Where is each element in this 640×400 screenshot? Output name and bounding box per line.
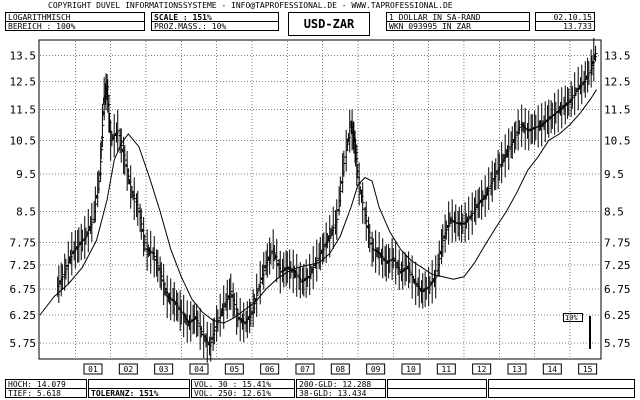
plot-frame bbox=[38, 39, 602, 360]
x-tick-label: 02 bbox=[124, 365, 134, 374]
y-tick-left: 10.5 bbox=[10, 134, 37, 147]
x-axis-ticks: 01 02 03 04 05 06 07 08 09 10 11 12 13 14 15 bbox=[83, 363, 598, 375]
x-tick-box bbox=[330, 363, 350, 375]
x-tick-label: 06 bbox=[265, 365, 275, 374]
proz-label: PROZ.MASS.: 10% bbox=[151, 21, 279, 31]
x-tick-box bbox=[189, 363, 209, 375]
x-tick-label: 08 bbox=[335, 365, 345, 374]
y-tick-right: 8.5 bbox=[604, 205, 624, 218]
x-tick-box bbox=[224, 363, 244, 375]
y-tick-left: 9.5 bbox=[16, 168, 36, 181]
price-bars bbox=[57, 38, 598, 363]
grid-lines bbox=[40, 41, 600, 358]
range-label: BEREICH : 100% bbox=[5, 21, 145, 31]
x-tick-label: 11 bbox=[441, 365, 451, 374]
footer-empty-3 bbox=[387, 388, 487, 398]
x-tick-box bbox=[542, 363, 562, 375]
x-tick-label: 04 bbox=[194, 365, 204, 374]
x-tick-label: 15 bbox=[583, 365, 593, 374]
price-chart: 13.5 13.5 12.5 12.5 11.5 11.5 10.5 10.5 9.5 9.5 8.… bbox=[10, 38, 631, 375]
x-tick-label: 14 bbox=[547, 365, 557, 374]
footer-vol250: VOL. 250: 12.61% bbox=[191, 388, 295, 398]
y-tick-left: 5.75 bbox=[10, 337, 37, 350]
copyright-text: COPYRIGHT DUVEL INFORMATIONSSYSTEME - IN… bbox=[48, 1, 453, 10]
y-tick-left: 11.5 bbox=[10, 104, 37, 117]
x-tick-label: 10 bbox=[406, 365, 416, 374]
y-tick-right: 6.75 bbox=[604, 283, 631, 296]
scale-bar bbox=[589, 316, 591, 349]
x-tick-box bbox=[578, 363, 598, 375]
y-tick-left: 7.25 bbox=[10, 259, 37, 272]
moving-average-line bbox=[39, 89, 597, 324]
y-tick-left: 6.75 bbox=[10, 283, 37, 296]
x-tick-label: 07 bbox=[300, 365, 310, 374]
y-tick-left: 12.5 bbox=[10, 76, 37, 89]
x-tick-box bbox=[295, 363, 315, 375]
x-tick-box bbox=[507, 363, 527, 375]
x-tick-box bbox=[366, 363, 386, 375]
footer-gld38: 38-GLD: 13.434 bbox=[296, 388, 386, 398]
x-tick-label: 03 bbox=[159, 365, 169, 374]
y-tick-left: 7.75 bbox=[10, 237, 37, 250]
x-tick-box bbox=[436, 363, 456, 375]
x-tick-box bbox=[260, 363, 280, 375]
y-tick-right: 10.5 bbox=[604, 134, 631, 147]
y-tick-right: 11.5 bbox=[604, 104, 631, 117]
y-tick-right: 13.5 bbox=[604, 50, 631, 63]
symbol-title: USD-ZAR bbox=[288, 12, 370, 36]
x-tick-label: 01 bbox=[88, 365, 98, 374]
y-tick-left: 6.25 bbox=[10, 309, 37, 322]
x-tick-label: 13 bbox=[512, 365, 522, 374]
y-tick-right: 7.25 bbox=[604, 259, 631, 272]
scale-box: 10% bbox=[563, 313, 583, 322]
footer-toleranz: TOLERANZ: 151% bbox=[88, 388, 190, 398]
x-tick-box bbox=[401, 363, 421, 375]
x-tick-label: 12 bbox=[477, 365, 487, 374]
y-tick-right: 6.25 bbox=[604, 309, 631, 322]
wkn-label: WKN 093995 IN ZAR bbox=[386, 21, 530, 31]
x-tick-box bbox=[472, 363, 492, 375]
y-tick-right: 12.5 bbox=[604, 76, 631, 89]
y-tick-right: 9.5 bbox=[604, 168, 624, 181]
x-tick-box bbox=[83, 363, 103, 375]
x-tick-box bbox=[118, 363, 138, 375]
x-tick-label: 05 bbox=[230, 365, 240, 374]
y-tick-right: 5.75 bbox=[604, 337, 631, 350]
x-tick-box bbox=[154, 363, 174, 375]
y-tick-left: 13.5 bbox=[10, 50, 37, 63]
footer-empty-5 bbox=[488, 388, 635, 398]
last-value: 13.733 bbox=[535, 21, 595, 31]
y-axis-ticks: 13.5 13.5 12.5 12.5 11.5 11.5 10.5 10.5 9.5 9.5 8.… bbox=[10, 50, 631, 350]
footer-tief: TIEF: 5.618 bbox=[5, 388, 87, 398]
y-tick-right: 7.75 bbox=[604, 237, 631, 250]
y-tick-left: 8.5 bbox=[16, 205, 36, 218]
x-tick-label: 09 bbox=[371, 365, 381, 374]
